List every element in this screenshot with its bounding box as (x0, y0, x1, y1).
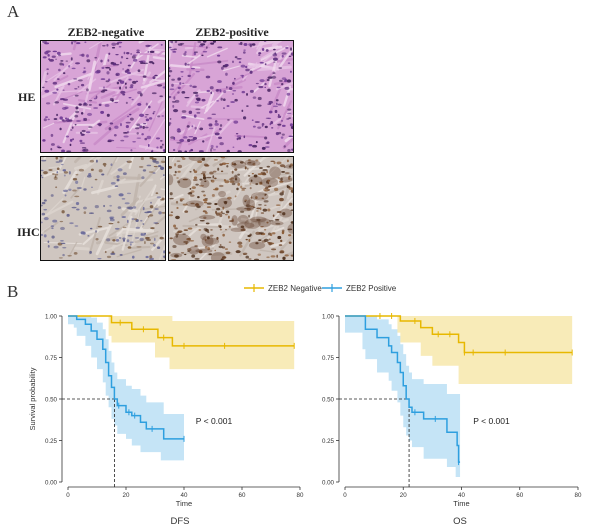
x-axis-label: Time (176, 499, 192, 508)
y-tick-label: 0.25 (322, 438, 335, 445)
p-value: P < 0.001 (473, 416, 510, 426)
x-tick-label: 0 (343, 492, 347, 499)
y-tick-label: 0.50 (322, 397, 335, 404)
x-axis-label: Time (453, 499, 469, 508)
legend: ZEB2 Negative ZEB2 Positive (244, 284, 397, 293)
legend-positive: ZEB2 Positive (322, 284, 397, 293)
panel-b-label: B (7, 282, 19, 301)
y-tick-label: 0.00 (45, 480, 58, 487)
he-positive-image (168, 40, 294, 153)
survival-curve-positive (68, 315, 184, 440)
ihc-positive-image (168, 156, 294, 261)
ci-band-negative (68, 316, 295, 370)
x-tick-label: 40 (181, 492, 188, 499)
x-tick-label: 60 (239, 492, 246, 499)
y-tick-label: 0.75 (322, 355, 335, 362)
x-tick-label: 60 (516, 492, 523, 499)
y-tick-label: 1.00 (45, 314, 58, 321)
row-header-he: HE (18, 90, 36, 104)
y-tick-label: 0.00 (322, 480, 335, 487)
x-tick-label: 80 (297, 492, 304, 499)
y-tick-label: 0.50 (45, 397, 58, 404)
y-tick-label: 1.00 (322, 314, 335, 321)
column-header-positive: ZEB2-positive (195, 25, 269, 39)
plot-caption: OS (453, 516, 467, 527)
x-tick-label: 80 (575, 492, 582, 499)
x-tick-label: 0 (66, 492, 70, 499)
km-survival-charts: 0.00 0.25 0.50 0.75 1.00 0 20 40 60 80 Time Surviva… (28, 313, 582, 528)
ci-band-negative (345, 316, 573, 385)
y-tick-label: 0.25 (45, 438, 58, 445)
survival-curve-positive (345, 315, 461, 463)
legend-negative: ZEB2 Negative (244, 284, 322, 293)
column-header-negative: ZEB2-negative (67, 25, 145, 39)
legend-negative-label: ZEB2 Negative (268, 284, 322, 293)
ihc-negative-image (40, 156, 166, 261)
y-axis-label: Survival probability (28, 367, 37, 430)
survival-curve-negative (345, 315, 573, 354)
ci-band-positive (68, 316, 184, 461)
x-tick-label: 40 (458, 492, 465, 499)
x-tick-label: 20 (123, 492, 130, 499)
x-tick-label: 20 (400, 492, 407, 499)
legend-positive-label: ZEB2 Positive (346, 284, 397, 293)
he-negative-image (40, 40, 166, 153)
km-plot-dfs: 0.00 0.25 0.50 0.75 1.00 0 20 40 60 80 Time Surviva… (28, 314, 304, 528)
panel-a-label: A (7, 2, 20, 21)
ci-band-positive (345, 316, 461, 478)
y-tick-label: 0.75 (45, 355, 58, 362)
row-header-ihc: IHC (17, 225, 40, 239)
plot-caption: DFS (171, 516, 190, 527)
km-plot-os: 0.00 0.25 0.50 0.75 1.00 0 20 40 60 80 Time OS P < 0… (322, 313, 582, 527)
p-value: P < 0.001 (196, 416, 233, 426)
